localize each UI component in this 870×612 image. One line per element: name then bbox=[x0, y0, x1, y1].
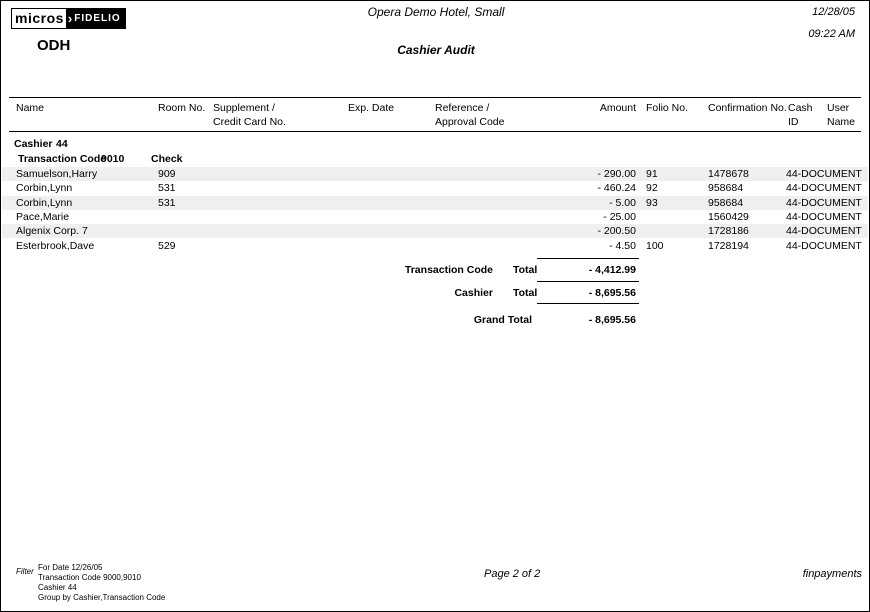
hotel-name: Opera Demo Hotel, Small bbox=[367, 5, 505, 19]
filter-criteria: For Date 12/26/05 Transaction Code 9000,… bbox=[38, 563, 165, 603]
txn-total-value: - 4,412.99 bbox=[588, 264, 636, 276]
grand-total-label: Grand Total bbox=[473, 314, 532, 326]
page-number: Page 2 of 2 bbox=[484, 568, 541, 580]
amount: - 4.50 bbox=[609, 239, 636, 252]
guest-name: Esterbrook,Dave bbox=[16, 239, 95, 252]
col-header-supplement: Supplement / Credit Card No. bbox=[213, 102, 286, 128]
room-no: 531 bbox=[158, 196, 176, 209]
table-row: Algenix Corp. 7 - 200.50 1728186 44-DOCU… bbox=[2, 224, 868, 239]
txn-total-rule bbox=[537, 258, 639, 259]
confirmation-no: 1478678 bbox=[708, 168, 749, 180]
cash-id-user-name: 44-DOCUMENT bbox=[786, 225, 862, 238]
group-txn-code-value: 9010 bbox=[101, 153, 125, 165]
cash-id-user-name: 44-DOCUMENT bbox=[786, 196, 862, 209]
confirmation-no: 958684 bbox=[708, 182, 744, 195]
cash-id-user-name: 44-DOCUMENT bbox=[786, 182, 862, 195]
header-rule-top bbox=[9, 97, 861, 98]
col-header-cash-id: Cash ID bbox=[788, 102, 813, 128]
fidelio-logo-text: › FIDELIO bbox=[66, 8, 126, 29]
cashier-total-rule bbox=[537, 281, 639, 282]
group-cashier-value: 44 bbox=[56, 138, 68, 150]
grand-total-value: - 8,695.56 bbox=[588, 314, 636, 326]
print-time: 09:22 AM bbox=[808, 28, 855, 40]
room-no: 531 bbox=[158, 182, 176, 195]
cashier-total-value: - 8,695.56 bbox=[588, 287, 636, 299]
txn-total-word: Total bbox=[513, 264, 538, 276]
filter-line: For Date 12/26/05 bbox=[38, 563, 103, 572]
table-row: Pace,Marie - 25.00 1560429 44-DOCUMENT bbox=[2, 210, 868, 224]
cashier-total-label: Cashier bbox=[454, 287, 493, 299]
report-title: Cashier Audit bbox=[397, 43, 475, 57]
property-code: ODH bbox=[37, 37, 71, 54]
folio-no: 92 bbox=[646, 182, 658, 195]
folio-no: 100 bbox=[646, 239, 664, 252]
col-header-name: Name bbox=[16, 102, 45, 114]
filter-label: Filter bbox=[16, 567, 34, 576]
amount: - 5.00 bbox=[609, 196, 636, 209]
guest-name: Pace,Marie bbox=[16, 211, 70, 224]
cashier-total-word: Total bbox=[513, 287, 538, 299]
confirmation-no: 1728186 bbox=[708, 225, 749, 238]
print-date: 12/28/05 bbox=[812, 6, 855, 18]
cash-id-user-name: 44-DOCUMENT bbox=[786, 211, 862, 224]
report-file-name: finpayments bbox=[802, 568, 862, 580]
txn-total-label: Transaction Code bbox=[404, 264, 493, 276]
folio-no: 93 bbox=[646, 196, 658, 209]
col-header-folio: Folio No. bbox=[646, 102, 689, 114]
room-no: 909 bbox=[158, 168, 176, 180]
amount: - 200.50 bbox=[597, 225, 636, 238]
col-header-amount: Amount bbox=[599, 102, 636, 114]
confirmation-no: 1728194 bbox=[708, 239, 749, 252]
col-header-user-name: User Name bbox=[827, 102, 856, 128]
arrow-icon: › bbox=[67, 11, 74, 26]
group-txn-code-label: Transaction Code bbox=[18, 153, 107, 165]
guest-name: Algenix Corp. 7 bbox=[16, 225, 88, 238]
filter-line: Group by Cashier,Transaction Code bbox=[38, 593, 166, 602]
col-header-confirmation: Confirmation No. bbox=[708, 102, 787, 114]
cash-id-user-name: 44-DOCUMENT bbox=[786, 168, 862, 180]
guest-name: Corbin,Lynn bbox=[16, 196, 73, 209]
table-row: Samuelson,Harry 909 - 290.00 91 1478678 … bbox=[2, 167, 868, 181]
amount: - 290.00 bbox=[597, 168, 636, 180]
guest-name: Samuelson,Harry bbox=[16, 168, 98, 180]
table-row: Esterbrook,Dave 529 - 4.50 100 1728194 4… bbox=[2, 239, 868, 253]
table-row: Corbin,Lynn 531 - 460.24 92 958684 44-DO… bbox=[2, 181, 868, 195]
micros-fidelio-logo: micros › FIDELIO bbox=[11, 8, 126, 29]
confirmation-no: 1560429 bbox=[708, 211, 749, 224]
filter-line: Cashier 44 bbox=[38, 583, 77, 592]
col-header-exp-date: Exp. Date bbox=[348, 102, 395, 114]
amount: - 460.24 bbox=[597, 182, 636, 195]
guest-name: Corbin,Lynn bbox=[16, 182, 73, 195]
micros-logo-text: micros bbox=[11, 8, 67, 29]
cash-id-user-name: 44-DOCUMENT bbox=[786, 239, 862, 252]
fidelio-label: FIDELIO bbox=[74, 13, 121, 24]
grand-total-rule bbox=[537, 303, 639, 304]
table-row: Corbin,Lynn 531 - 5.00 93 958684 44-DOCU… bbox=[2, 195, 868, 210]
group-txn-code-type: Check bbox=[151, 153, 183, 165]
group-cashier-label: Cashier bbox=[14, 138, 53, 150]
room-no: 529 bbox=[158, 239, 176, 252]
filter-line: Transaction Code 9000,9010 bbox=[38, 573, 141, 582]
amount: - 25.00 bbox=[603, 211, 636, 224]
col-header-reference: Reference / Approval Code bbox=[435, 102, 505, 128]
confirmation-no: 958684 bbox=[708, 196, 744, 209]
header-rule-bottom bbox=[9, 131, 861, 132]
col-header-room: Room No. bbox=[158, 102, 206, 114]
folio-no: 91 bbox=[646, 168, 658, 180]
